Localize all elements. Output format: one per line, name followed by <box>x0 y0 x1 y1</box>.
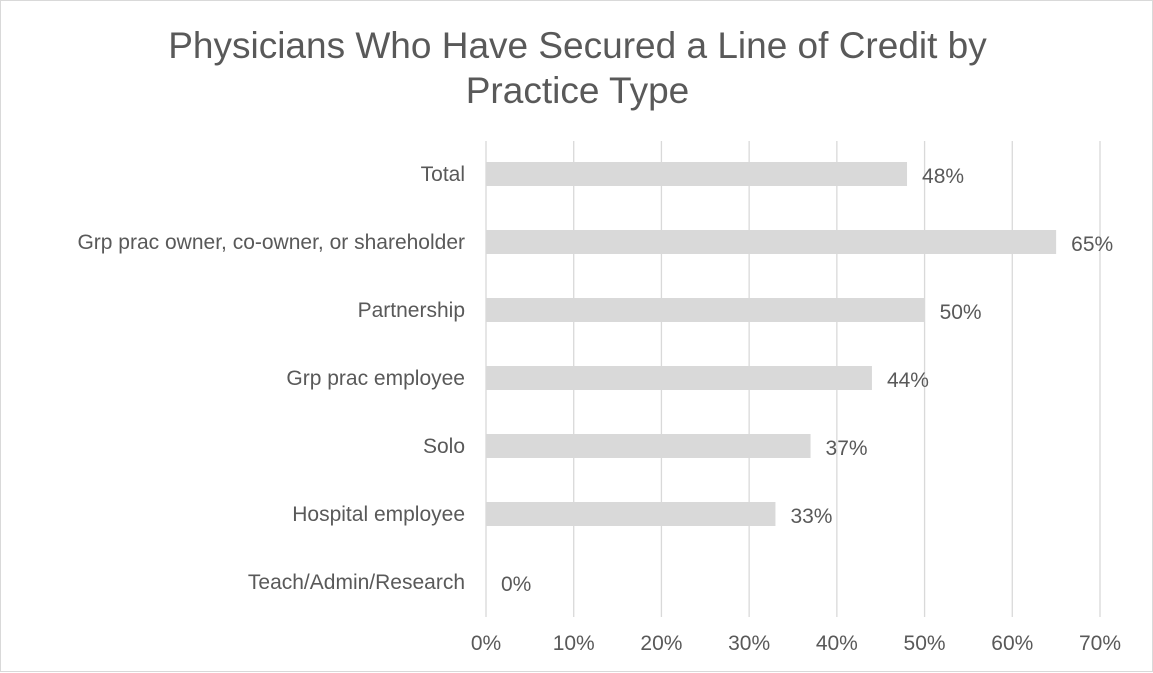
data-label: 65% <box>1071 233 1113 256</box>
category-label: Total <box>421 163 465 186</box>
x-tick-label: 0% <box>471 632 501 655</box>
chart-title-line-1: Physicians Who Have Secured a Line of Cr… <box>168 25 987 66</box>
chart-title-line-2: Practice Type <box>465 70 690 111</box>
x-tick-label: 40% <box>816 632 858 655</box>
data-label: 37% <box>826 437 868 460</box>
category-label: Partnership <box>358 299 465 322</box>
category-label: Hospital employee <box>292 503 465 526</box>
x-tick-label: 70% <box>1079 632 1121 655</box>
bar <box>486 162 908 186</box>
chart-title: Physicians Who Have Secured a Line of Cr… <box>1 23 1153 113</box>
category-label: Grp prac owner, co-owner, or shareholder <box>77 231 465 254</box>
x-tick-label: 10% <box>553 632 595 655</box>
data-label: 0% <box>501 573 531 596</box>
category-label: Solo <box>423 435 465 458</box>
x-tick-label: 20% <box>640 632 682 655</box>
bar <box>486 366 872 390</box>
data-label: 50% <box>940 301 982 324</box>
bar <box>486 502 776 526</box>
data-label: 33% <box>790 505 832 528</box>
bar <box>486 298 925 322</box>
bar <box>486 434 811 458</box>
category-label: Grp prac employee <box>286 367 465 390</box>
data-label: 44% <box>887 369 929 392</box>
category-label: Teach/Admin/Research <box>248 571 465 594</box>
x-tick-label: 30% <box>728 632 770 655</box>
bar <box>486 230 1057 254</box>
bars <box>486 162 1057 526</box>
labels: 0% 10% 20% 30% 40% 50% 60% 70% Total 48% Grp prac … <box>77 163 1121 655</box>
x-tick-label: 60% <box>991 632 1033 655</box>
data-label: 48% <box>922 165 964 188</box>
x-tick-label: 50% <box>904 632 946 655</box>
